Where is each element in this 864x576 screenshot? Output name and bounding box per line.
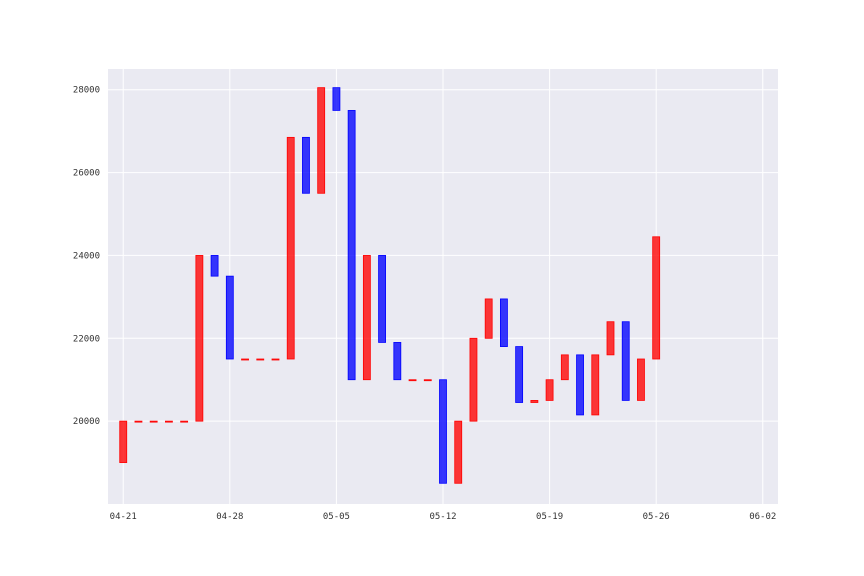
candle-down (500, 298, 508, 347)
candle-up (256, 358, 265, 361)
x-tick-label: 06-02 (749, 512, 776, 522)
candle-up (134, 420, 143, 423)
candle-down (621, 321, 630, 401)
y-tick-label: 24000 (73, 251, 100, 261)
candle-down (576, 354, 584, 416)
candle-up (362, 255, 371, 381)
y-tick-label: 28000 (73, 86, 100, 96)
x-tick-label: 04-28 (216, 512, 243, 522)
candle-up (591, 354, 600, 416)
candle-up (637, 358, 645, 401)
candle-down (347, 110, 356, 381)
candle-up (149, 420, 158, 423)
candle-down (393, 342, 402, 381)
candle-up (484, 298, 493, 339)
candle-up (271, 358, 280, 361)
y-tick-label: 20000 (73, 417, 100, 427)
candle-bodies (119, 87, 661, 484)
y-tick-label: 22000 (73, 334, 100, 344)
candle-up (545, 379, 554, 401)
candle-down (302, 136, 310, 194)
candle-up (423, 379, 432, 382)
y-tick-label: 26000 (73, 169, 100, 179)
candle-up (180, 420, 189, 423)
candle-down (439, 379, 447, 484)
candle-up (241, 358, 249, 361)
candle-up (317, 87, 326, 194)
x-tick-label: 05-05 (323, 512, 350, 522)
candle-down (210, 255, 219, 277)
candle-up (195, 255, 204, 422)
x-tick-label: 05-19 (536, 512, 563, 522)
x-tick-label: 04-21 (110, 512, 137, 522)
candle-down (378, 255, 386, 343)
candle-down (332, 87, 341, 111)
candle-up (454, 420, 463, 484)
x-tick-label: 05-12 (429, 512, 456, 522)
candle-up (286, 136, 295, 360)
candle-down (225, 275, 234, 360)
y-axis-ticks: 20000 22000 24000 26000 28000 (73, 86, 100, 427)
candle-up (530, 400, 539, 403)
candle-up (165, 420, 173, 423)
candle-up (652, 236, 661, 360)
candle-up (119, 420, 128, 463)
candle-up (408, 379, 417, 382)
candle-up (606, 321, 615, 356)
candle-up (469, 337, 478, 422)
candle-down (515, 346, 524, 403)
candle-up (560, 354, 569, 381)
x-tick-label: 05-26 (643, 512, 670, 522)
x-axis-ticks: 04-21 04-28 05-05 05-12 05-19 05-26 06-02 (110, 512, 777, 522)
